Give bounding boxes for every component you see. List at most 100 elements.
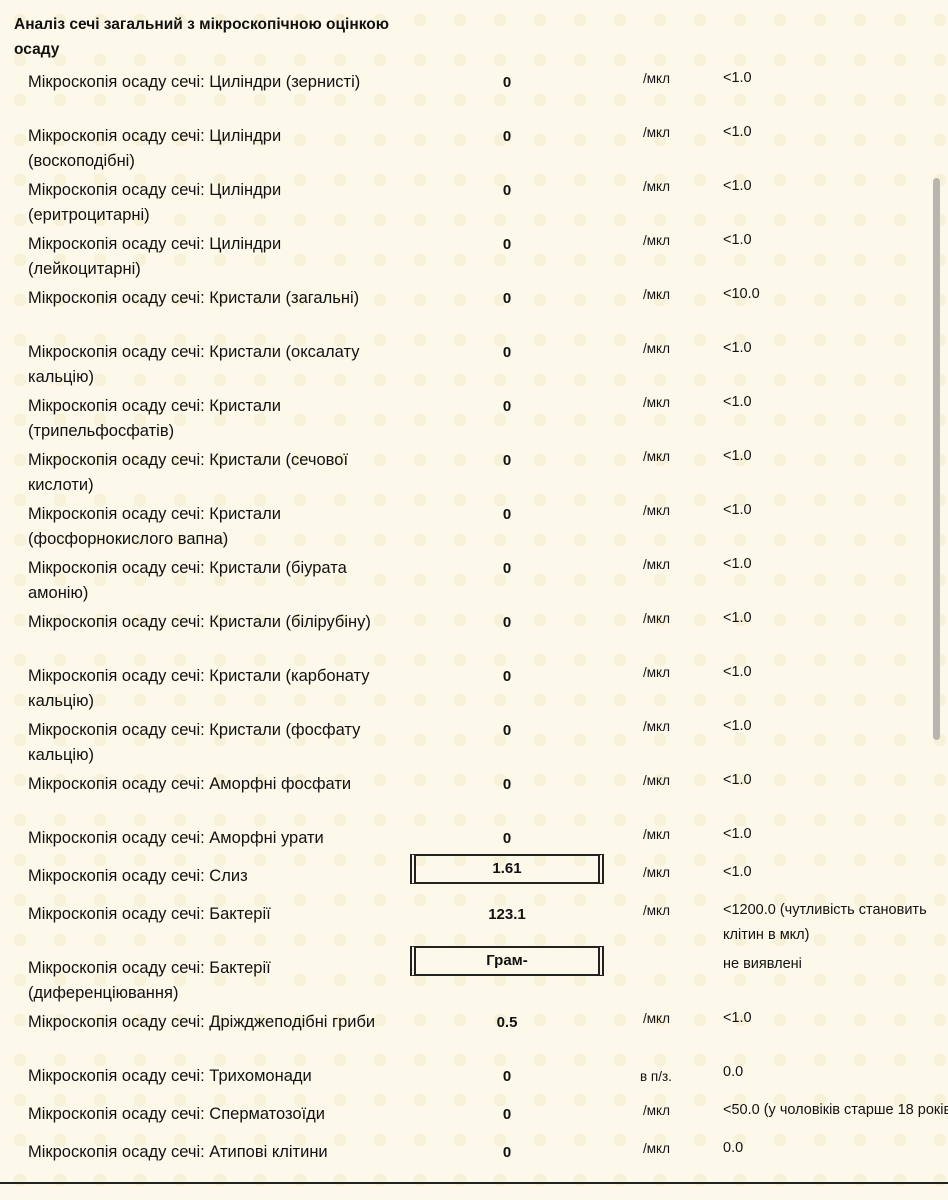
result-value: 0: [502, 722, 512, 739]
test-name: Мікроскопія осаду сечі: Трихомонади: [28, 1067, 312, 1085]
reference-range: <1.0: [723, 1010, 752, 1026]
result-unit: /мкл: [643, 865, 670, 880]
test-name: Мікроскопія осаду сечі: Бактерії: [28, 905, 271, 923]
reference-range: <1.0: [723, 826, 752, 842]
result-row: Мікроскопія осаду сечі: Циліндри (зернис…: [0, 68, 948, 122]
reference-range: 0.0: [723, 1064, 744, 1080]
reference-range: <1.0: [723, 70, 752, 86]
reference-range: <1.0: [723, 502, 752, 518]
result-row: Мікроскопія осаду сечі: Циліндри (лейкоц…: [0, 230, 948, 284]
scrollbar[interactable]: [933, 178, 940, 740]
reference-range: <1.0: [723, 178, 752, 194]
flagged-result-value: 1.61: [410, 854, 604, 884]
result-value: 0: [502, 1068, 512, 1085]
test-name: Мікроскопія осаду сечі: Слиз: [28, 867, 248, 885]
reference-range: <1.0: [723, 124, 752, 140]
result-unit: /мкл: [643, 1103, 670, 1118]
result-value: 0: [502, 830, 512, 847]
result-value: 0: [502, 1144, 512, 1161]
result-row: Мікроскопія осаду сечі: Слиз 1.61/мкл <1.0: [0, 854, 948, 900]
result-row: Мікроскопія осаду сечі: Трихомонади 0 в п/…: [0, 1062, 948, 1100]
test-name: Мікроскопія осаду сечі: Кристали (фосфор…: [28, 505, 281, 548]
result-value: 0.5: [496, 1014, 518, 1031]
result-unit: /мкл: [643, 287, 670, 302]
reference-range: <1.0: [723, 448, 752, 464]
test-name: Мікроскопія осаду сечі: Кристали (оксала…: [28, 343, 360, 386]
result-row: Мікроскопія осаду сечі: Бактерії (дифере…: [0, 946, 948, 1008]
result-unit: /мкл: [643, 719, 670, 734]
result-value: 0: [502, 236, 512, 253]
result-value: 0: [502, 560, 512, 577]
reference-range: не виявлені: [723, 956, 802, 972]
result-value: 0: [502, 1106, 512, 1123]
reference-range: <1.0: [723, 718, 752, 734]
result-row: Мікроскопія осаду сечі: Кристали (фосфат…: [0, 716, 948, 770]
result-unit: /мкл: [643, 125, 670, 140]
results-list: Мікроскопія осаду сечі: Циліндри (зернис…: [0, 68, 948, 1176]
reference-range: <1.0: [723, 772, 752, 788]
reference-range: <1.0: [723, 610, 752, 626]
result-value: 0: [502, 398, 512, 415]
reference-range: <1.0: [723, 556, 752, 572]
result-row: Мікроскопія осаду сечі: Кристали (біурат…: [0, 554, 948, 608]
test-name: Мікроскопія осаду сечі: Бактерії (дифере…: [28, 959, 271, 1002]
reference-range: <1.0: [723, 340, 752, 356]
result-value: 0: [502, 776, 512, 793]
test-name: Мікроскопія осаду сечі: Циліндри (воскоп…: [28, 127, 282, 170]
result-row: Мікроскопія осаду сечі: Кристали (сечово…: [0, 446, 948, 500]
reference-range: <50.0 (у чоловіків старше 18 років): [723, 1102, 948, 1118]
test-name: Мікроскопія осаду сечі: Атипові клітини: [28, 1143, 328, 1161]
reference-range: <1200.0 (чутливість становить клітин в м…: [723, 902, 927, 943]
test-name: Мікроскопія осаду сечі: Кристали (біурат…: [28, 559, 347, 602]
result-row: Мікроскопія осаду сечі: Сперматозоїди 0/м…: [0, 1100, 948, 1138]
result-value: 0: [502, 74, 512, 91]
test-name: Мікроскопія осаду сечі: Кристали (фосфат…: [28, 721, 361, 764]
result-unit: /мкл: [643, 773, 670, 788]
test-name: Мікроскопія осаду сечі: Кристали (карбон…: [28, 667, 370, 710]
result-value: 0: [502, 668, 512, 685]
result-unit: /мкл: [643, 611, 670, 626]
test-name: Мікроскопія осаду сечі: Аморфні фосфати: [28, 775, 352, 793]
test-name: Мікроскопія осаду сечі: Кристали (сечово…: [28, 451, 349, 494]
result-value: 0: [502, 506, 512, 523]
reference-range: <10.0: [723, 286, 760, 302]
reference-range: 0.0: [723, 1140, 744, 1156]
result-row: Мікроскопія осаду сечі: Атипові клітини 0…: [0, 1138, 948, 1176]
result-row: Мікроскопія осаду сечі: Кристали (трипел…: [0, 392, 948, 446]
result-unit: /мкл: [643, 341, 670, 356]
reference-range: <1.0: [723, 664, 752, 680]
result-value: 123.1: [488, 906, 526, 923]
result-row: Мікроскопія осаду сечі: Кристали (карбон…: [0, 662, 948, 716]
section-title: Аналіз сечі загальний з мікроскопічною о…: [14, 16, 389, 58]
result-unit: /мкл: [643, 449, 670, 464]
result-value: 0: [502, 344, 512, 361]
result-unit: /мкл: [643, 233, 670, 248]
result-unit: /мкл: [643, 179, 670, 194]
result-unit: /мкл: [643, 1011, 670, 1026]
result-unit: /мкл: [643, 71, 670, 86]
result-unit: /мкл: [643, 665, 670, 680]
result-unit: /мкл: [643, 1141, 670, 1156]
result-row: Мікроскопія осаду сечі: Циліндри (воскоп…: [0, 122, 948, 176]
result-row: Мікроскопія осаду сечі: Дріжджеподібні г…: [0, 1008, 948, 1062]
test-name: Мікроскопія осаду сечі: Циліндри (зернис…: [28, 73, 361, 91]
reference-range: <1.0: [723, 232, 752, 248]
reference-range: <1.0: [723, 864, 752, 880]
result-row: Мікроскопія осаду сечі: Кристали (біліру…: [0, 608, 948, 662]
test-name: Мікроскопія осаду сечі: Дріжджеподібні г…: [28, 1013, 376, 1031]
test-name: Мікроскопія осаду сечі: Циліндри (лейкоц…: [28, 235, 282, 278]
test-name: Мікроскопія осаду сечі: Кристали (біліру…: [28, 613, 371, 631]
result-row: Мікроскопія осаду сечі: Аморфні фосфати 0…: [0, 770, 948, 824]
result-value: 0: [502, 128, 512, 145]
result-unit: /мкл: [643, 557, 670, 572]
test-name: Мікроскопія осаду сечі: Циліндри (еритро…: [28, 181, 282, 224]
result-value: 0: [502, 452, 512, 469]
result-unit: /мкл: [643, 827, 670, 842]
divider: [0, 1182, 948, 1184]
test-name: Мікроскопія осаду сечі: Кристали (загаль…: [28, 289, 360, 307]
test-name: Мікроскопія осаду сечі: Сперматозоїди: [28, 1105, 326, 1123]
result-value: 0: [502, 182, 512, 199]
result-value: 0: [502, 614, 512, 631]
reference-range: <1.0: [723, 394, 752, 410]
result-row: Мікроскопія осаду сечі: Кристали (оксала…: [0, 338, 948, 392]
